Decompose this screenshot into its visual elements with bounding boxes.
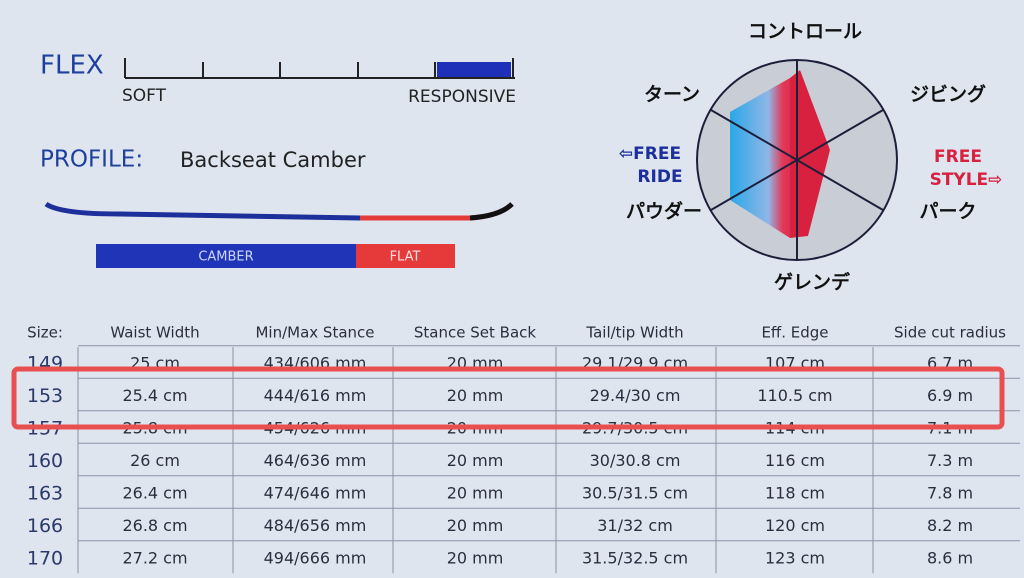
radar-upper-left: ターン: [644, 84, 700, 106]
flat-label: FLAT: [390, 250, 421, 265]
radar-blue-area: [730, 78, 800, 238]
radar-upper-right: ジビング: [910, 83, 986, 106]
profile-tip: [469, 202, 514, 221]
table-cell: 118 cm: [765, 484, 825, 503]
camber-bar: [96, 244, 356, 268]
size-cell: 170: [27, 548, 63, 570]
column-header: Side cut radius: [894, 324, 1006, 342]
column-header: Tail/tip Width: [585, 324, 683, 342]
table-cell: 27.2 cm: [122, 549, 187, 568]
table-cell: 7.3 m: [927, 451, 973, 470]
table-cell: 123 cm: [765, 549, 825, 568]
table-cell: 20 mm: [447, 549, 504, 568]
table-cell: 110.5 cm: [757, 386, 832, 405]
flex-min: SOFT: [122, 86, 167, 106]
table-cell: 31/32 cm: [597, 516, 673, 535]
table-cell: 8.2 m: [927, 516, 973, 535]
radar-red-area: [790, 70, 830, 238]
table-cell: 484/656 mm: [264, 516, 367, 535]
table-cell: 474/646 mm: [264, 484, 367, 503]
table-cell: 29.4/30 cm: [590, 386, 681, 405]
profile-camber-line: [44, 201, 361, 221]
size-cell: 163: [27, 483, 63, 505]
size-cell: 166: [27, 515, 63, 537]
table-cell: 116 cm: [765, 451, 825, 470]
table-cell: 25.4 cm: [122, 386, 187, 405]
table-cell: 20 mm: [447, 484, 504, 503]
flex-scale: [124, 58, 515, 79]
table-cell: 444/616 mm: [264, 386, 367, 405]
profile-name: Backseat Camber: [180, 148, 366, 172]
table-cell: 26.4 cm: [122, 484, 187, 503]
table-cell: 494/666 mm: [264, 549, 367, 568]
free-style-2: STYLE⇨: [930, 170, 1003, 190]
spec-table: Size: Waist Width Min/Max Stance Stance Set…: [27, 324, 1020, 574]
flex-fill: [437, 62, 511, 77]
profile-label: PROFILE:: [40, 147, 143, 173]
free-style-1: FREE: [934, 147, 982, 167]
column-header: Size:: [27, 324, 63, 342]
table-cell: 20 mm: [447, 386, 504, 405]
flex-max: RESPONSIVE: [408, 87, 516, 107]
flex-label: FLEX: [40, 51, 104, 81]
table-cell: 30/30.8 cm: [590, 451, 681, 470]
size-cell: 153: [27, 385, 63, 407]
radar-bottom: ゲレンデ: [774, 271, 851, 294]
table-cell: 7.8 m: [927, 484, 973, 503]
table-cell: 20 mm: [447, 451, 504, 470]
free-ride-2: RIDE: [637, 167, 682, 187]
column-header: Waist Width: [110, 324, 199, 342]
table-cell: 26.8 cm: [122, 516, 187, 535]
free-ride-1: ⇦FREE: [619, 144, 681, 164]
flat-bar: [356, 244, 455, 268]
column-header: Stance Set Back: [414, 324, 536, 342]
table-cell: 20 mm: [447, 516, 504, 535]
table-cell: 31.5/32.5 cm: [582, 549, 688, 568]
radar-lower-left: パウダー: [626, 200, 702, 223]
radar-lower-right: パーク: [919, 201, 976, 223]
table-cell: 30.5/31.5 cm: [582, 484, 688, 503]
table-cell: 26 cm: [130, 451, 180, 470]
column-header: Eff. Edge: [761, 324, 828, 342]
table-cell: 6.9 m: [927, 386, 973, 405]
radar-top: コントロール: [748, 21, 862, 43]
table-cell: 120 cm: [765, 516, 825, 535]
column-header: Min/Max Stance: [255, 324, 374, 342]
camber-label: CAMBER: [198, 250, 253, 265]
table-cell: 8.6 m: [927, 549, 973, 568]
highlight-box: [11, 366, 1005, 430]
table-cell: 464/636 mm: [264, 451, 367, 470]
radar-axes: [710, 60, 884, 260]
size-cell: 160: [27, 450, 63, 472]
